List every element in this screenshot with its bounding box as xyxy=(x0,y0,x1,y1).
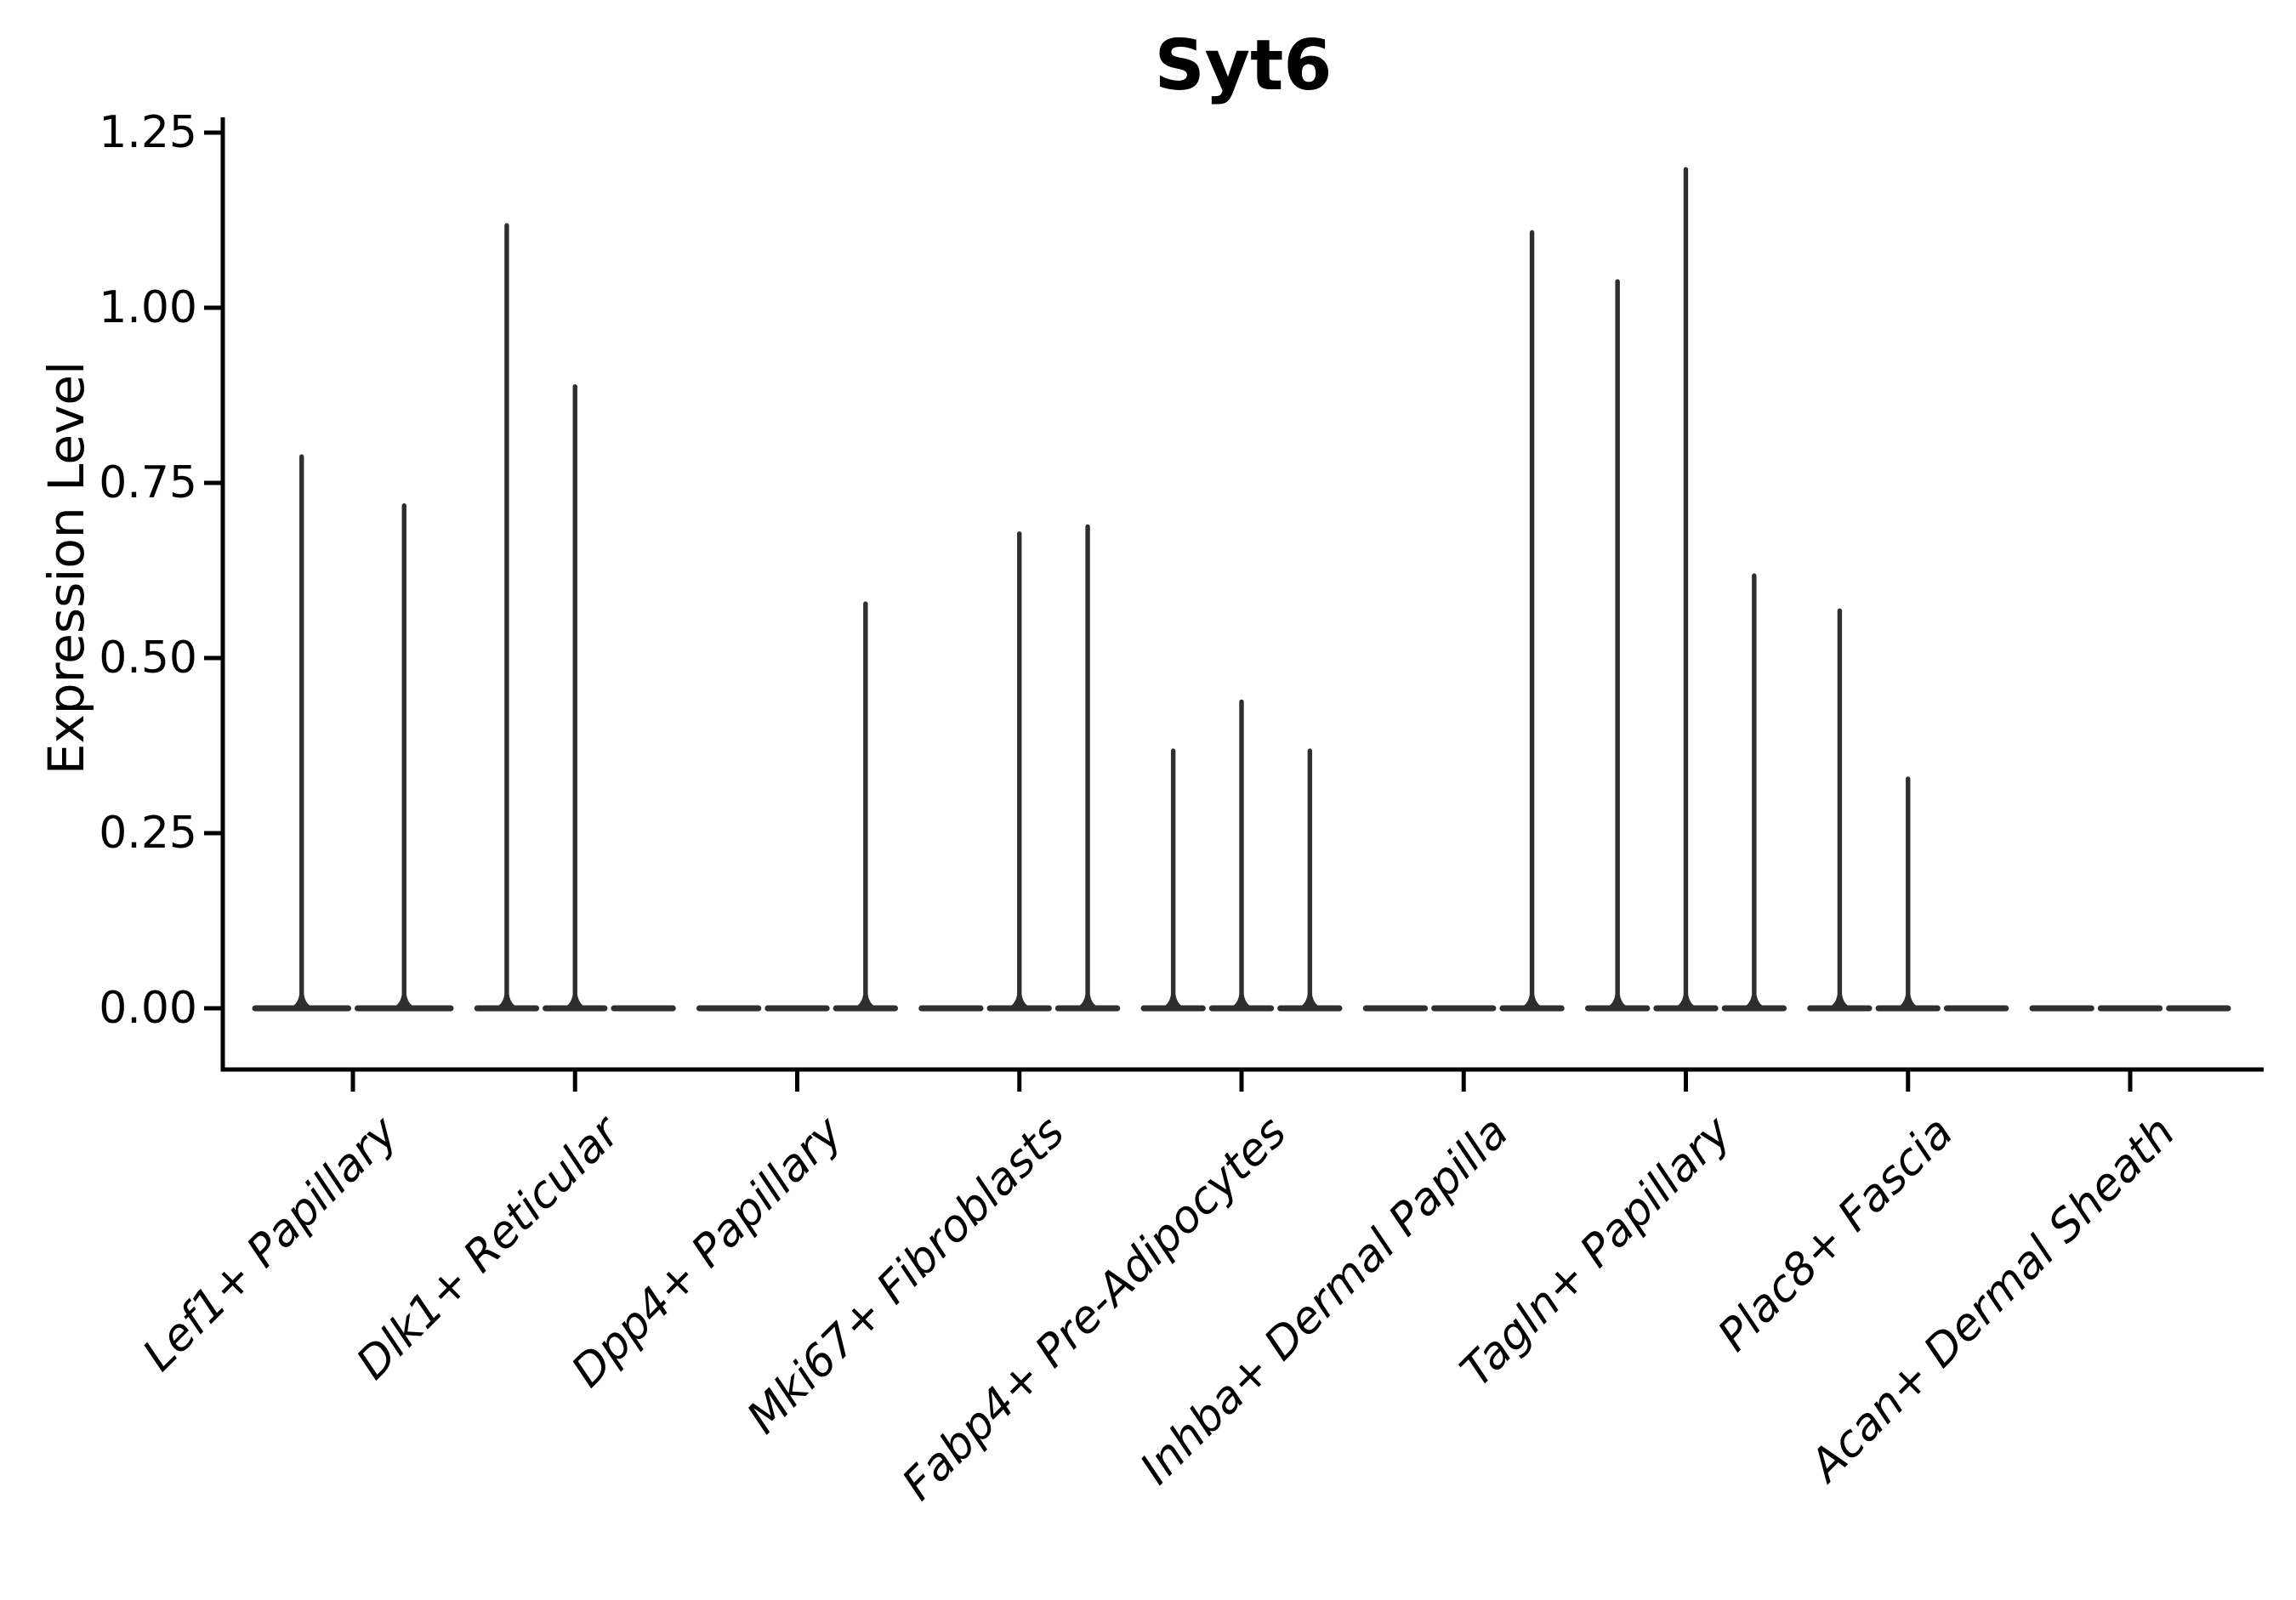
violin-body xyxy=(918,1005,984,1012)
violin-body xyxy=(764,1005,830,1012)
violin-body xyxy=(611,1005,676,1012)
plot-area xyxy=(204,117,2264,1092)
y-tick-label: 1.00 xyxy=(99,282,197,333)
violin-body xyxy=(2029,1005,2094,1012)
violin-body xyxy=(2166,1005,2231,1012)
y-tick-label: 1.25 xyxy=(99,107,197,158)
violin-body xyxy=(1362,1005,1429,1012)
y-tick-label: 0.75 xyxy=(99,457,197,508)
violin-body xyxy=(1431,1005,1497,1012)
violin-body xyxy=(696,1005,762,1012)
y-tick-label: 0.00 xyxy=(99,983,197,1034)
violin-body xyxy=(2097,1005,2163,1012)
y-tick-label: 0.25 xyxy=(99,808,197,859)
y-tick-label: 0.50 xyxy=(99,633,197,684)
violin-body xyxy=(1943,1005,2009,1012)
chart-title: Syt6 xyxy=(1154,26,1333,106)
violin-figure: Syt6 Expression Level 0.00 0.25 0.50 0.75 1.… xyxy=(37,26,2264,1511)
